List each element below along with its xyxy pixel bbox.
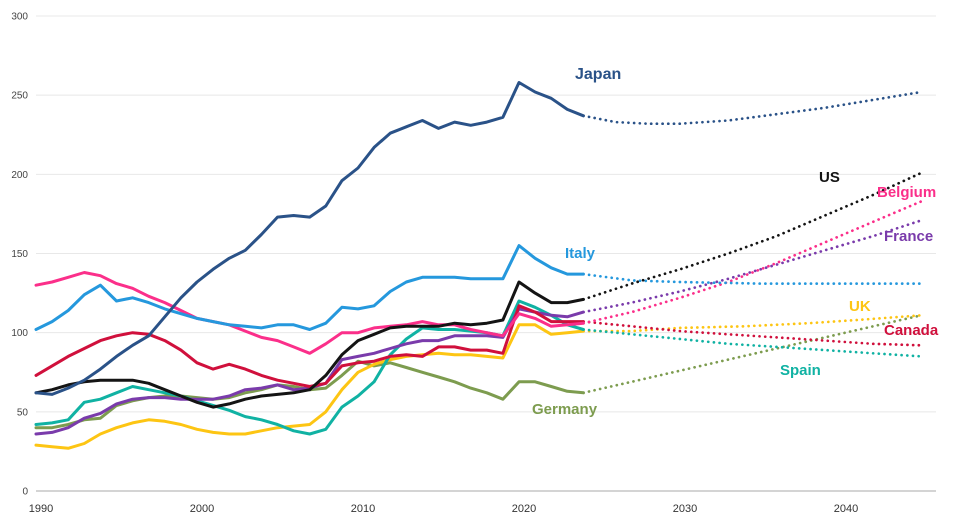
series-line-projection-japan [582,90,923,126]
series-label-us: US [819,169,840,186]
series-line-history-germany [34,359,585,430]
series-line-projection-belgium [582,199,923,325]
y-tick-label: 100 [11,328,28,339]
x-tick-label: 2000 [190,503,214,515]
y-tick-label: 200 [11,170,28,181]
series-label-germany: Germany [532,401,598,418]
x-tick-label: 2020 [512,503,536,515]
series-line-projection-canada [582,320,923,347]
series-label-france: France [884,228,933,245]
series-line-history-france [34,307,585,436]
y-tick-label: 250 [11,91,28,102]
y-tick-label: 0 [22,487,28,498]
series-line-history-us [34,280,585,409]
x-tick-label: 2030 [673,503,697,515]
x-tick-label: 2010 [351,503,375,515]
series-label-japan: Japan [575,66,621,83]
series-label-belgium: Belgium [877,184,936,201]
series-line-history-belgium [34,271,585,355]
x-tick-label: 2040 [834,503,858,515]
series-line-projection-uk [582,313,923,333]
series-label-italy: Italy [565,245,596,262]
series-label-spain: Spain [780,362,821,379]
series-line-history-canada [34,304,585,388]
series-line-projection-france [582,218,923,314]
series-line-projection-spain [582,328,923,358]
series-label-canada: Canada [884,322,939,339]
series-line-projection-us [582,171,923,301]
series-line-history-japan [34,81,585,396]
y-tick-label: 300 [11,12,28,23]
series-line-projection-italy [582,272,923,285]
y-tick-label: 150 [11,249,28,260]
series-line-history-italy [34,244,585,331]
y-tick-label: 50 [17,407,29,418]
series-label-uk: UK [849,298,871,315]
series-line-projection-germany [582,313,923,395]
x-tick-label: 1990 [29,503,53,515]
series-line-history-uk [34,323,585,450]
